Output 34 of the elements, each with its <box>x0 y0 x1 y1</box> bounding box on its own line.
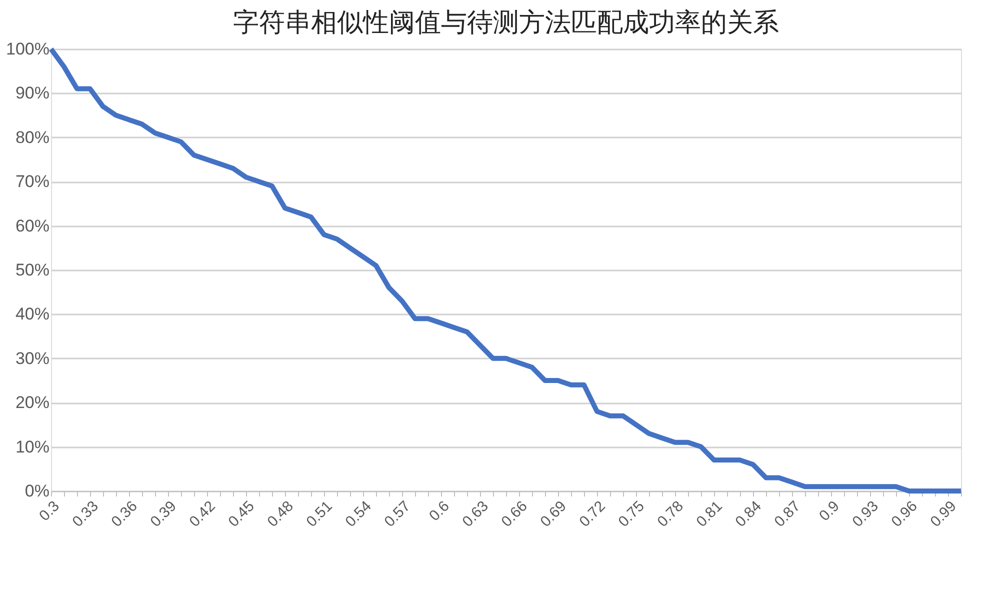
y-tick-label: 90% <box>15 84 50 103</box>
y-tick-label: 50% <box>15 260 50 280</box>
x-tick-label: 0.78 <box>654 498 687 530</box>
x-tick-label: 0.63 <box>459 498 492 530</box>
x-tick-label: 0.66 <box>498 498 531 530</box>
y-tick-label: 80% <box>15 128 50 147</box>
y-tick-label: 60% <box>15 216 50 236</box>
x-tick-label: 0.72 <box>576 498 609 530</box>
x-tick-label: 0.96 <box>888 498 921 530</box>
x-tick-label: 0.9 <box>816 498 843 525</box>
y-tick-label: 10% <box>15 437 50 456</box>
y-tick-label: 100% <box>6 40 50 58</box>
y-tick-label: 0% <box>24 482 50 500</box>
x-tick-label: 0.75 <box>615 498 648 530</box>
x-tick-label: 0.51 <box>303 498 336 530</box>
y-tick-label: 20% <box>15 393 50 412</box>
x-tick-label: 0.81 <box>693 498 726 530</box>
y-tick-label: 30% <box>15 348 50 368</box>
chart-title: 字符串相似性阈值与待测方法匹配成功率的关系 <box>233 7 779 37</box>
x-tick-label: 0.36 <box>108 498 141 530</box>
y-tick-label: 40% <box>15 304 50 324</box>
x-tick-label: 0.6 <box>426 498 453 525</box>
x-tick-label: 0.33 <box>69 498 102 530</box>
x-tick-label: 0.99 <box>927 498 960 530</box>
x-tick-label: 0.93 <box>849 498 882 530</box>
x-tick-label: 0.48 <box>264 498 297 530</box>
x-tick-label: 0.84 <box>732 498 765 530</box>
y-tick-label: 70% <box>15 172 50 192</box>
x-tick-label: 0.54 <box>342 498 375 530</box>
x-tick-label: 0.3 <box>36 498 63 525</box>
x-tick-label: 0.45 <box>225 498 258 530</box>
x-tick-label: 0.39 <box>147 498 180 530</box>
x-tick-label: 0.69 <box>537 498 570 530</box>
x-tick-label: 0.42 <box>186 498 219 530</box>
